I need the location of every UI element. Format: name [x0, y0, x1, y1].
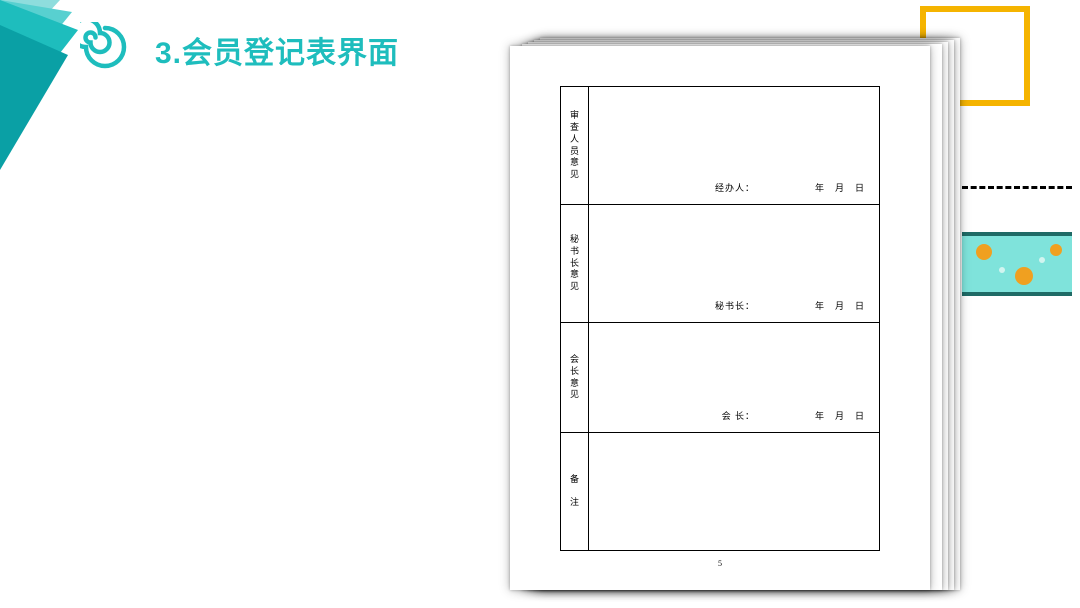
signature-line: 秘书长： 年 月 日: [715, 299, 865, 312]
row-label-char: 注: [561, 497, 588, 509]
signature-line: 会 长： 年 月 日: [722, 409, 865, 422]
row-label-char: 书: [561, 246, 588, 258]
row-label-char: 员: [561, 146, 588, 158]
row-label-char: 秘: [561, 234, 588, 246]
row-content: 会 长： 年 月 日: [589, 323, 880, 433]
row-label: 秘书长意见: [561, 205, 589, 323]
row-label: 备 注: [561, 433, 589, 551]
form-row: 审查人员意见经办人： 年 月 日: [561, 87, 880, 205]
teal-strip: [962, 232, 1072, 296]
row-label: 会长意见: [561, 323, 589, 433]
row-content: 经办人： 年 月 日: [589, 87, 880, 205]
signer-label: 秘书长：: [715, 299, 755, 312]
spiral-icon: [80, 22, 130, 77]
signer-label: 经办人：: [715, 181, 755, 194]
row-label-char: 人: [561, 134, 588, 146]
row-label-char: 见: [561, 169, 588, 181]
form-page: 审查人员意见经办人：年 月 日秘书长意见秘书长：年 月 日会长意见会 长：年 月…: [510, 46, 930, 590]
approval-form-table: 审查人员意见经办人：年 月 日秘书长意见秘书长：年 月 日会长意见会 长：年 月…: [560, 86, 880, 551]
row-label-char: 见: [561, 281, 588, 293]
row-label-char: 意: [561, 378, 588, 390]
signature-line: 经办人： 年 月 日: [715, 181, 865, 194]
form-row: 备 注: [561, 433, 880, 551]
dashed-strip: [962, 186, 1072, 189]
row-label-char: 长: [561, 258, 588, 270]
page-number: 5: [560, 559, 880, 568]
form-row: 会长意见会 长： 年 月 日: [561, 323, 880, 433]
date-label: 年 月 日: [815, 301, 865, 311]
row-label: 审查人员意见: [561, 87, 589, 205]
slide-title: 3.会员登记表界面: [155, 28, 399, 72]
row-content: [589, 433, 880, 551]
row-content: 秘书长： 年 月 日: [589, 205, 880, 323]
row-label-char: 意: [561, 269, 588, 281]
slide-stage: 3.会员登记表界面 审查人员意见经办人：年 月 日秘书长意见秘书长：年 月 日会…: [0, 0, 1080, 608]
row-label-char: 查: [561, 122, 588, 134]
date-label: 年 月 日: [815, 183, 865, 193]
row-label-char: 会: [561, 354, 588, 366]
row-label-char: 审: [561, 110, 588, 122]
row-label-char: 长: [561, 366, 588, 378]
date-label: 年 月 日: [815, 411, 865, 421]
row-label-char: [561, 486, 588, 498]
row-label-char: 备: [561, 474, 588, 486]
signer-label: 会 长：: [722, 409, 755, 422]
form-row: 秘书长意见秘书长： 年 月 日: [561, 205, 880, 323]
row-label-char: 意: [561, 157, 588, 169]
row-label-char: 见: [561, 389, 588, 401]
